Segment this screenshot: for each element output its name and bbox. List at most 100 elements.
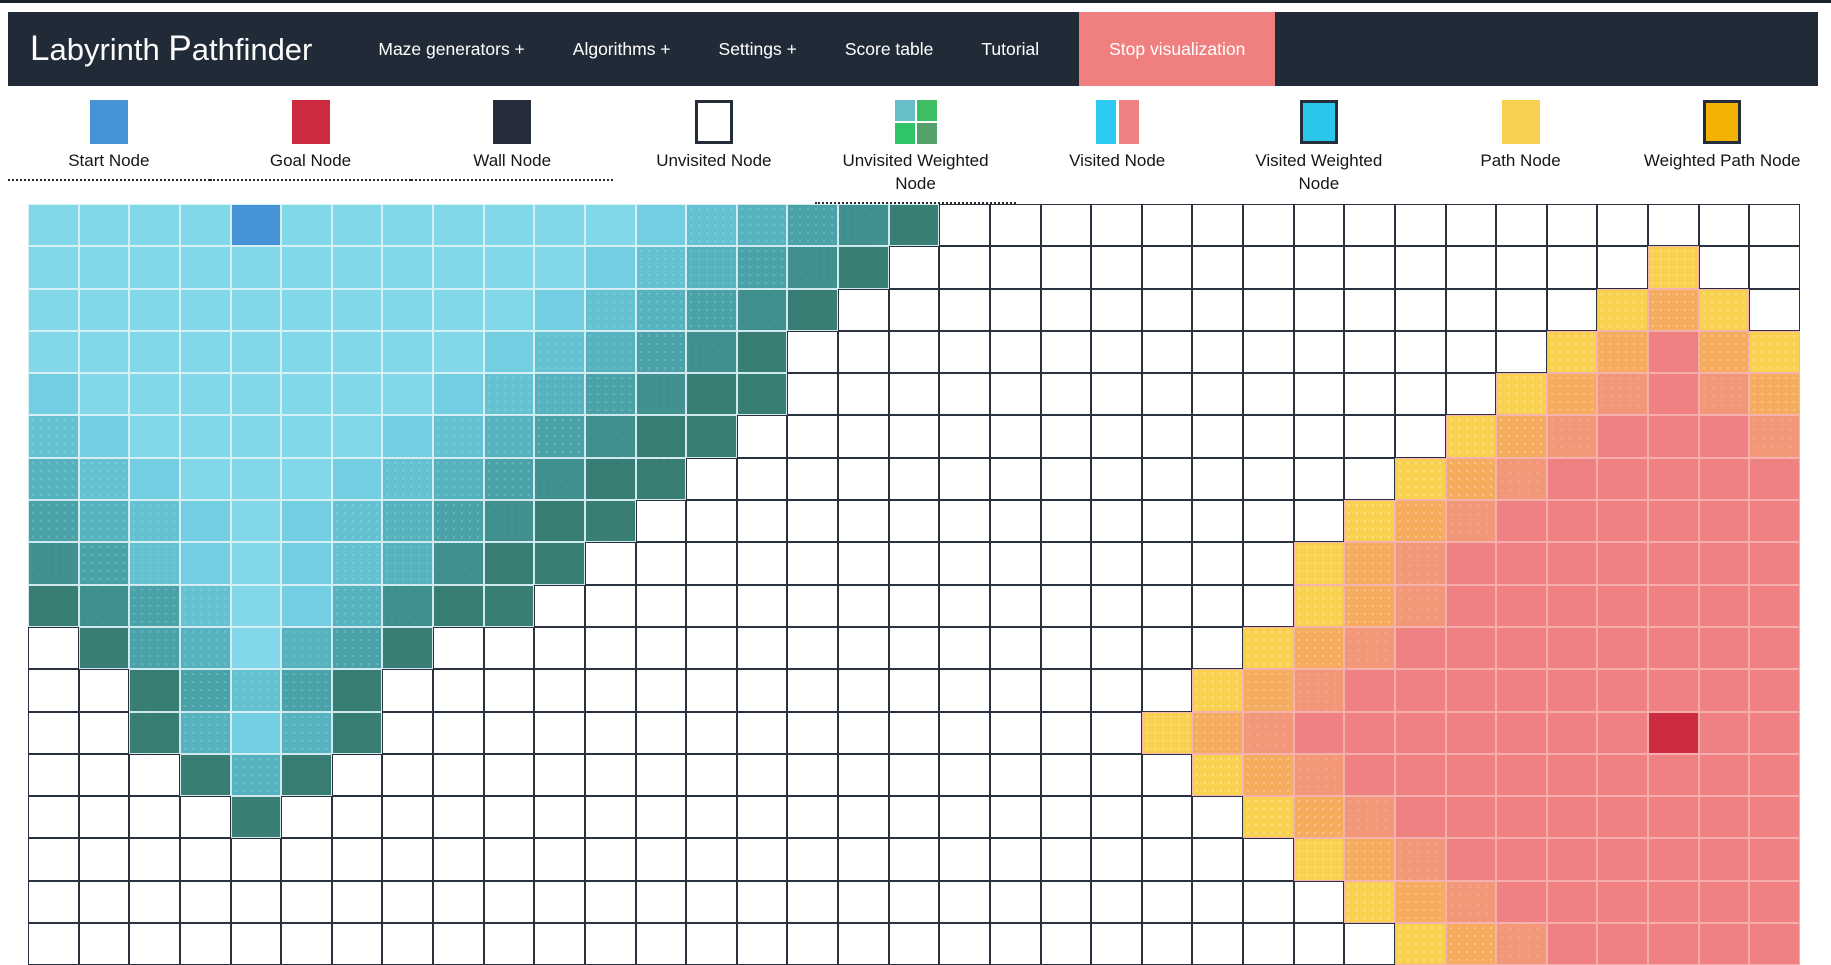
grid-cell[interactable]	[382, 330, 433, 374]
grid-cell[interactable]	[1546, 288, 1598, 331]
grid-cell[interactable]	[230, 457, 282, 501]
nav-item-algorithms[interactable]: Algorithms +	[572, 38, 671, 59]
grid-cell[interactable]	[1293, 584, 1345, 627]
grid-cell[interactable]	[179, 584, 231, 627]
grid-cell[interactable]	[1192, 923, 1243, 965]
grid-cell[interactable]	[1445, 838, 1497, 881]
grid-cell[interactable]	[179, 880, 231, 924]
grid-cell[interactable]	[230, 330, 282, 374]
grid-cell[interactable]	[28, 838, 79, 881]
grid-cell[interactable]	[534, 753, 585, 797]
grid-cell[interactable]	[1597, 457, 1648, 501]
grid-cell[interactable]	[1698, 204, 1750, 247]
grid-cell[interactable]	[28, 923, 79, 965]
grid-cell[interactable]	[1293, 626, 1345, 670]
grid-cell[interactable]	[1243, 415, 1294, 458]
grid-cell[interactable]	[1293, 796, 1345, 839]
grid-cell[interactable]	[1040, 711, 1092, 754]
grid-cell[interactable]	[1091, 711, 1142, 754]
grid-cell[interactable]	[230, 542, 282, 585]
grid-cell[interactable]	[584, 626, 636, 670]
grid-cell[interactable]	[939, 796, 990, 839]
grid-cell[interactable]	[433, 584, 484, 627]
grid-cell[interactable]	[1293, 330, 1345, 374]
grid-cell[interactable]	[1597, 880, 1648, 924]
grid-cell[interactable]	[635, 330, 687, 374]
grid-cell[interactable]	[888, 626, 940, 670]
grid-cell[interactable]	[736, 753, 788, 797]
grid-cell[interactable]	[1040, 626, 1092, 670]
grid-cell[interactable]	[331, 457, 383, 501]
grid-cell[interactable]	[28, 626, 79, 670]
grid-cell[interactable]	[1749, 288, 1800, 331]
grid-cell[interactable]	[989, 626, 1041, 670]
grid-cell[interactable]	[1445, 753, 1497, 797]
grid-cell[interactable]	[534, 500, 585, 543]
grid-cell[interactable]	[1445, 542, 1497, 585]
grid-cell[interactable]	[1445, 796, 1497, 839]
grid-cell[interactable]	[1445, 288, 1497, 331]
grid-cell[interactable]	[28, 500, 79, 543]
grid-cell[interactable]	[179, 330, 231, 374]
grid-cell[interactable]	[939, 880, 990, 924]
grid-cell[interactable]	[1243, 880, 1294, 924]
grid-cell[interactable]	[382, 753, 433, 797]
grid-cell[interactable]	[1243, 246, 1294, 289]
grid-cell[interactable]	[686, 415, 737, 458]
grid-cell[interactable]	[281, 796, 332, 839]
grid-cell[interactable]	[1040, 838, 1092, 881]
grid-cell[interactable]	[1546, 330, 1598, 374]
grid-cell[interactable]	[483, 626, 535, 670]
grid-cell[interactable]	[1597, 373, 1648, 416]
grid-cell[interactable]	[1597, 288, 1648, 331]
grid-cell[interactable]	[534, 838, 585, 881]
grid-cell[interactable]	[331, 330, 383, 374]
grid-cell[interactable]	[1749, 880, 1800, 924]
grid-cell[interactable]	[686, 373, 737, 416]
grid-cell[interactable]	[1344, 753, 1395, 797]
grid-cell[interactable]	[1597, 542, 1648, 585]
grid-cell[interactable]	[1091, 584, 1142, 627]
grid-cell[interactable]	[1749, 542, 1800, 585]
grid-cell[interactable]	[1192, 288, 1243, 331]
grid-cell[interactable]	[635, 542, 687, 585]
grid-cell[interactable]	[939, 542, 990, 585]
grid-cell[interactable]	[939, 753, 990, 797]
grid-cell[interactable]	[433, 500, 484, 543]
grid-cell[interactable]	[1141, 415, 1193, 458]
grid-cell[interactable]	[28, 204, 79, 247]
grid-cell[interactable]	[686, 923, 737, 965]
grid-cell[interactable]	[1344, 457, 1395, 501]
grid-cell[interactable]	[989, 880, 1041, 924]
grid-cell[interactable]	[28, 711, 79, 754]
grid-cell[interactable]	[787, 711, 838, 754]
grid-cell[interactable]	[1698, 838, 1750, 881]
grid-cell[interactable]	[534, 373, 585, 416]
grid-cell[interactable]	[1293, 669, 1345, 712]
grid-cell[interactable]	[1344, 923, 1395, 965]
grid-cell[interactable]	[1445, 880, 1497, 924]
grid-cell[interactable]	[382, 542, 433, 585]
grid-cell[interactable]	[635, 373, 687, 416]
grid-cell[interactable]	[28, 669, 79, 712]
grid-cell[interactable]	[1192, 796, 1243, 839]
grid-cell[interactable]	[179, 204, 231, 247]
grid-cell[interactable]	[331, 711, 383, 754]
grid-cell[interactable]	[1648, 669, 1699, 712]
grid-cell[interactable]	[281, 500, 332, 543]
grid-cell[interactable]	[382, 500, 433, 543]
grid-cell[interactable]	[1141, 753, 1193, 797]
grid-cell[interactable]	[433, 838, 484, 881]
grid-cell[interactable]	[1698, 246, 1750, 289]
grid-cell[interactable]	[838, 880, 889, 924]
grid-cell[interactable]	[989, 923, 1041, 965]
grid-cell[interactable]	[635, 838, 687, 881]
grid-cell[interactable]	[736, 415, 788, 458]
grid-cell[interactable]	[939, 584, 990, 627]
grid-cell[interactable]	[179, 838, 231, 881]
grid-cell[interactable]	[1344, 500, 1395, 543]
grid-cell[interactable]	[78, 838, 130, 881]
start-node-cell[interactable]	[230, 204, 282, 247]
grid-cell[interactable]	[1243, 204, 1294, 247]
grid-cell[interactable]	[1243, 923, 1294, 965]
